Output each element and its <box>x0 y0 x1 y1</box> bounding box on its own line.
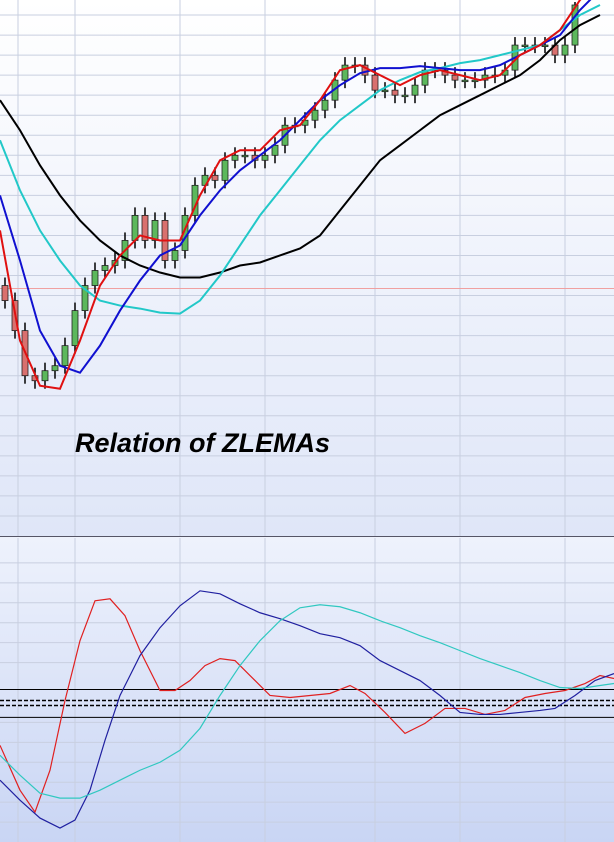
oscillator-line <box>0 590 614 829</box>
candle-body <box>461 79 469 83</box>
candle-body <box>311 109 319 121</box>
oscillator-plot <box>0 538 614 842</box>
candle-body <box>211 174 219 181</box>
candle-body <box>271 144 279 156</box>
candle-body <box>411 84 419 96</box>
candle-body <box>171 250 179 261</box>
candle-body <box>261 154 269 161</box>
ma-line <box>0 0 592 374</box>
candle-body <box>381 89 389 93</box>
oscillator-line <box>0 604 614 799</box>
ma-line <box>0 4 601 315</box>
candle-body <box>321 99 329 111</box>
candle-body <box>131 215 139 241</box>
candle-body <box>231 154 239 161</box>
candle-body <box>541 44 549 47</box>
ma-line <box>0 14 601 279</box>
candle-body <box>101 265 109 271</box>
candle-body <box>401 94 409 98</box>
candle-body <box>561 44 569 56</box>
candle-body <box>341 64 349 81</box>
candle-body <box>141 215 149 241</box>
candle-body <box>571 4 579 46</box>
candle-body <box>91 270 99 286</box>
candle-body <box>451 74 459 81</box>
candle-body <box>81 285 89 311</box>
candle-body <box>221 159 229 181</box>
candle-body <box>151 220 159 241</box>
candle-body <box>241 154 249 158</box>
candle-body <box>521 44 529 47</box>
ma-line <box>0 0 582 390</box>
candle-body <box>371 74 379 91</box>
candle-body <box>51 365 59 372</box>
candle-body <box>61 345 69 367</box>
candle-body <box>471 79 479 83</box>
candle-body <box>71 310 79 347</box>
oscillator-line <box>0 598 614 814</box>
candle-body <box>1 285 9 301</box>
price-plot <box>0 0 614 536</box>
candle-body <box>41 370 49 382</box>
candle-body <box>391 89 399 96</box>
chart-title: Relation of ZLEMAs <box>75 428 330 458</box>
